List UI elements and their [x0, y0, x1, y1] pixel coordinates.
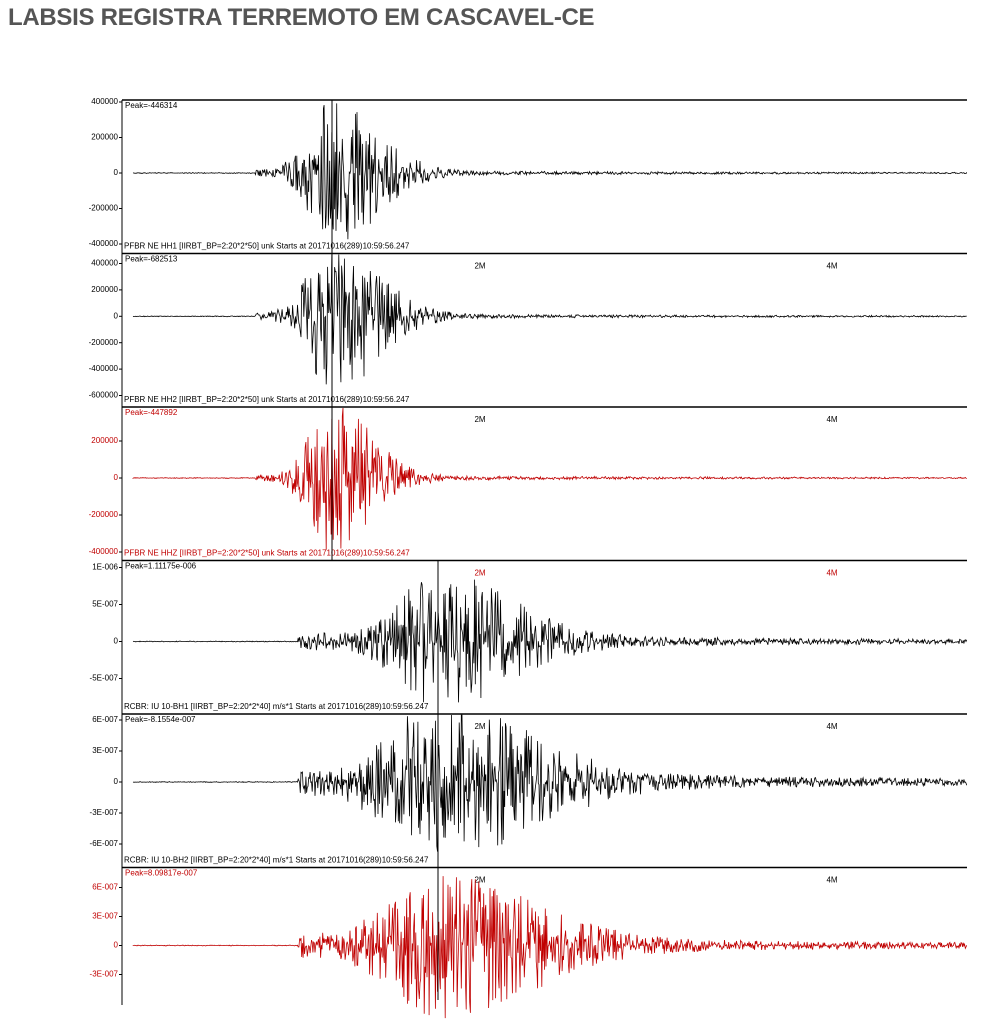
y-tick-label: 200000	[91, 133, 118, 142]
time-label: 4M	[826, 876, 837, 885]
time-label: 4M	[826, 415, 837, 424]
time-label: 2M	[474, 722, 485, 731]
waveform	[132, 103, 968, 240]
y-tick-label: 400000	[91, 259, 118, 268]
y-tick-label: 0	[114, 311, 119, 320]
y-tick-label: 1E-006	[92, 563, 118, 572]
y-tick-label: -400000	[89, 239, 119, 248]
time-label: 2M	[474, 262, 485, 271]
y-tick-label: -3E-007	[90, 970, 119, 979]
waveform	[132, 579, 968, 703]
y-tick-label: -600000	[89, 391, 119, 400]
waveform	[132, 254, 967, 385]
y-tick-label: 6E-007	[92, 883, 118, 892]
time-label: 4M	[826, 569, 837, 578]
trace-info: PFBR NE HH2 [IIRBT_BP=2:20*2*50] unk Sta…	[124, 395, 410, 404]
peak-label: Peak=-446314	[125, 101, 178, 110]
trace-info: PFBR NE HH1 [IIRBT_BP=2:20*2*50] unk Sta…	[124, 242, 410, 251]
y-tick-label: -200000	[89, 204, 119, 213]
time-label: 2M	[474, 569, 485, 578]
y-tick-label: -200000	[89, 338, 119, 347]
trace-info: RCBR: IU 10-BH1 [IIRBT_BP=2:20*2*40] m/s…	[124, 702, 429, 711]
y-tick-label: 0	[114, 168, 119, 177]
y-tick-label: 3E-007	[92, 746, 118, 755]
y-tick-label: 6E-007	[92, 715, 118, 724]
time-label: 2M	[474, 876, 485, 885]
time-label: 4M	[826, 722, 837, 731]
peak-label: Peak=-8.1554e-007	[125, 715, 196, 724]
y-tick-label: -400000	[89, 364, 119, 373]
peak-label: Peak=1.11175e-006	[125, 562, 197, 571]
time-label: 4M	[826, 262, 837, 271]
y-tick-label: 200000	[91, 436, 118, 445]
y-tick-label: 0	[114, 777, 119, 786]
y-tick-label: 0	[114, 637, 119, 646]
time-label: 2M	[474, 415, 485, 424]
y-tick-label: 3E-007	[92, 912, 118, 921]
trace-info: PFBR NE HHZ [IIRBT_BP=2:20*2*50] unk Sta…	[124, 549, 410, 558]
y-tick-label: 5E-007	[92, 600, 118, 609]
peak-label: Peak=-447892	[125, 408, 178, 417]
y-tick-label: -5E-007	[90, 674, 119, 683]
peak-label: Peak=-682513	[125, 255, 178, 264]
y-tick-label: 0	[114, 941, 119, 950]
article-title: LABSIS REGISTRA TERREMOTO EM CASCAVEL-CE	[8, 4, 595, 31]
y-tick-label: 400000	[91, 97, 118, 106]
waveform	[132, 407, 967, 550]
y-tick-label: -200000	[89, 510, 119, 519]
y-tick-label: 0	[114, 473, 119, 482]
y-tick-label: -3E-007	[90, 808, 119, 817]
waveform	[132, 714, 968, 852]
y-tick-label: -400000	[89, 547, 119, 556]
y-tick-label: -6E-007	[90, 839, 119, 848]
y-tick-label: 200000	[91, 285, 118, 294]
trace-info: RCBR: IU 10-BH2 [IIRBT_BP=2:20*2*40] m/s…	[124, 856, 429, 865]
waveform	[132, 876, 968, 1019]
peak-label: Peak=8.09817e-007	[125, 869, 198, 878]
